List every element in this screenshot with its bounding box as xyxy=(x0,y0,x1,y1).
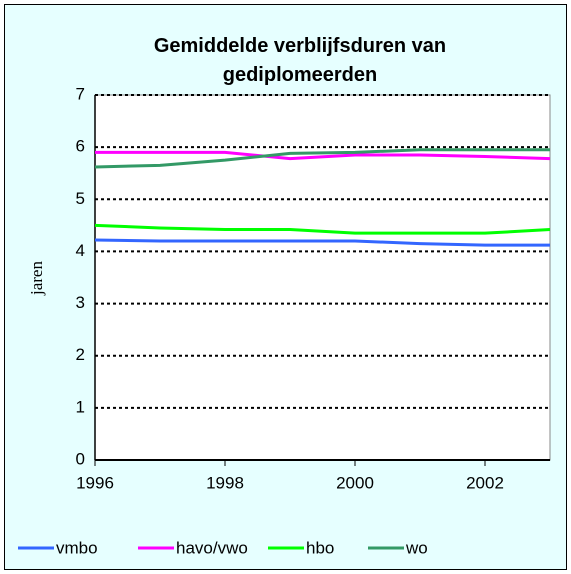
y-tick-label: 2 xyxy=(76,345,85,364)
y-tick-label: 0 xyxy=(76,449,85,468)
x-tick-label: 2002 xyxy=(466,473,504,492)
x-tick-label: 2000 xyxy=(336,473,374,492)
legend-label: vmbo xyxy=(56,538,98,557)
y-tick-label: 3 xyxy=(76,293,85,312)
chart-title: Gemiddelde verblijfsduren van gediplomee… xyxy=(153,35,447,86)
x-tick-label: 1996 xyxy=(76,473,114,492)
series-line xyxy=(94,223,551,235)
legend-label: wo xyxy=(405,538,428,557)
legend-label: hbo xyxy=(306,538,334,557)
y-tick-label: 1 xyxy=(76,397,85,416)
legend-label: havo/vwo xyxy=(176,538,248,557)
y-tick-label: 4 xyxy=(76,241,85,260)
y-tick-label: 7 xyxy=(76,84,85,103)
y-tick-label: 5 xyxy=(76,189,85,208)
series-line xyxy=(95,150,551,161)
y-axis-label: jaren xyxy=(27,261,46,296)
series-line xyxy=(94,238,550,247)
series-line xyxy=(94,148,550,169)
x-tick-label: 1998 xyxy=(206,473,244,492)
y-tick-label: 6 xyxy=(76,137,85,156)
